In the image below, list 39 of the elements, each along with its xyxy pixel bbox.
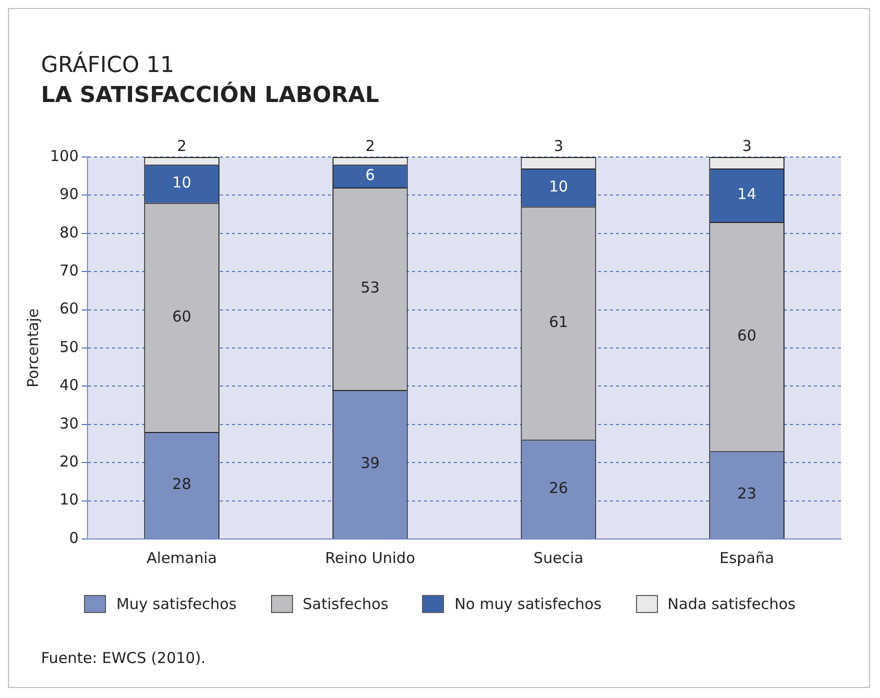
legend-label: Muy satisfechos: [116, 595, 237, 613]
data-label: 60: [737, 326, 756, 344]
y-tick-label: 30: [60, 414, 79, 432]
legend-label: Nada satisfechos: [668, 595, 796, 613]
data-label: 60: [172, 307, 192, 326]
data-label: 6: [365, 166, 375, 184]
chart-title: GRÁFICO 11: [41, 53, 174, 78]
data-label: 14: [737, 185, 756, 204]
y-tick-label: 80: [60, 223, 79, 242]
y-tick-label: 60: [60, 300, 79, 318]
y-tick-label: 20: [60, 452, 79, 470]
data-label: 3: [554, 136, 564, 155]
data-label: 3: [742, 136, 752, 155]
data-label: 26: [548, 478, 568, 497]
data-label: 28: [172, 475, 192, 494]
y-tick-label: 0: [69, 528, 79, 547]
x-tick-label: Alemania: [146, 548, 217, 567]
y-axis-title: Porcentaje: [24, 308, 42, 388]
y-tick-label: 70: [60, 261, 79, 280]
data-label: 2: [177, 136, 187, 155]
data-label: 10: [548, 177, 568, 196]
x-tick-label: Reino Unido: [325, 548, 416, 567]
source-note: Fuente: EWCS (2010).: [41, 649, 206, 667]
data-label: 61: [548, 313, 568, 332]
data-label: 23: [737, 484, 756, 503]
data-label: 53: [360, 278, 380, 297]
x-tick-label: Suecia: [534, 548, 584, 567]
y-tick-label: 100: [50, 146, 79, 165]
y-tick-label: 50: [60, 338, 79, 356]
legend-label: No muy satisfechos: [454, 595, 602, 613]
x-tick-label: España: [719, 548, 774, 567]
data-label: 2: [365, 136, 375, 155]
legend-label: Satisfechos: [302, 595, 388, 613]
y-tick-label: 90: [60, 185, 79, 204]
y-tick-label: 40: [60, 376, 79, 394]
data-label: 10: [172, 174, 192, 192]
data-label: 39: [360, 454, 380, 472]
y-tick-label: 10: [60, 490, 79, 509]
chart-subtitle: LA SATISFACCIÓN LABORAL: [41, 83, 380, 108]
